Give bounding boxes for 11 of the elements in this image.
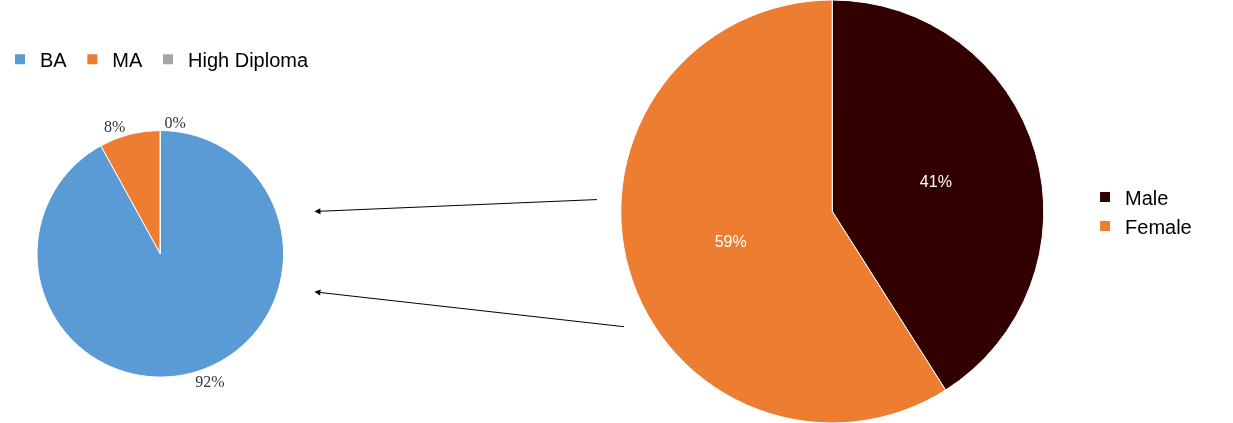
legend-label: Female: [1125, 215, 1192, 238]
pie-slice: [36, 130, 285, 378]
text: 0%: [164, 113, 186, 131]
legend-label: High Diploma: [188, 49, 309, 72]
legend-label: Male: [1125, 186, 1169, 209]
legend-label: MA: [112, 49, 143, 72]
data-label: 59%: [714, 232, 747, 250]
data-label: 8%: [104, 117, 126, 135]
data-label: 92%: [195, 372, 225, 390]
data-label: 41%: [919, 172, 952, 190]
legend-label: BA: [40, 49, 68, 72]
